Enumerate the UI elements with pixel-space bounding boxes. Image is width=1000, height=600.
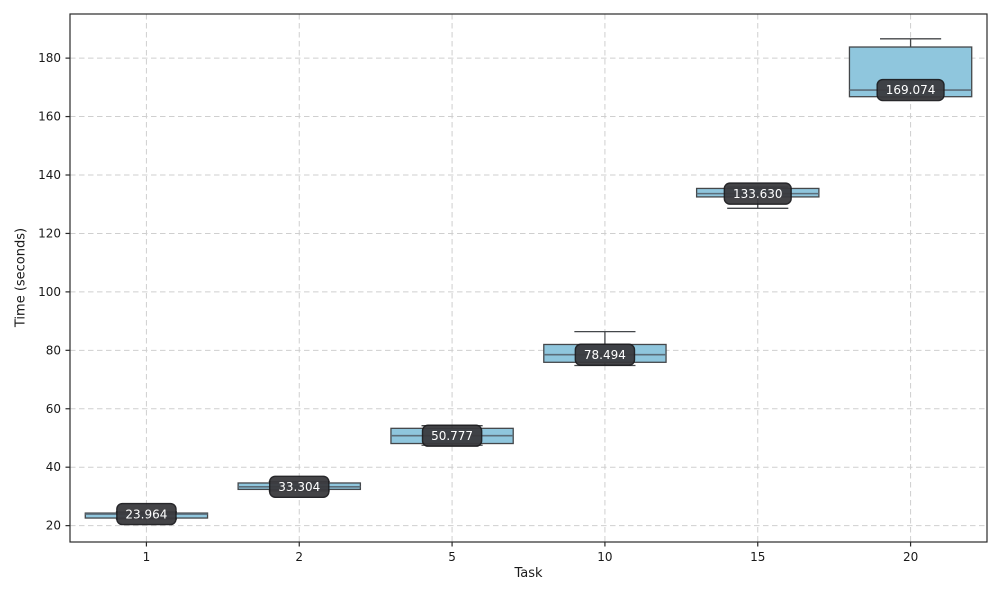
median-label: 133.630 xyxy=(733,187,783,201)
y-axis-label: Time (seconds) xyxy=(13,227,29,328)
x-tick-label: 15 xyxy=(750,550,765,564)
y-tick-label: 140 xyxy=(38,168,61,182)
y-tick-label: 120 xyxy=(38,226,61,240)
median-label-chip xyxy=(876,78,945,102)
median-label: 33.304 xyxy=(278,480,320,494)
plot-frame xyxy=(69,13,988,543)
x-tick-label: 10 xyxy=(597,550,612,564)
y-tick-label: 60 xyxy=(46,402,61,416)
median-label: 169.074 xyxy=(886,83,936,97)
median-label-chip xyxy=(116,502,177,526)
median-label: 78.494 xyxy=(584,348,626,362)
y-tick-label: 180 xyxy=(38,51,61,65)
x-tick-label: 5 xyxy=(448,550,456,564)
y-tick-label: 20 xyxy=(46,519,61,533)
y-tick-label: 100 xyxy=(38,285,61,299)
median-label-chip xyxy=(421,424,483,447)
x-axis-label: Task xyxy=(514,566,543,581)
y-tick-label: 40 xyxy=(46,460,61,474)
y-tick-label: 160 xyxy=(38,110,61,124)
x-tick-label: 20 xyxy=(903,550,918,564)
median-label-chip xyxy=(574,343,636,366)
y-tick-label: 80 xyxy=(46,343,61,357)
median-label: 50.777 xyxy=(431,429,473,443)
x-tick-label: 1 xyxy=(143,550,151,564)
median-label-chip xyxy=(723,182,792,205)
x-tick-label: 2 xyxy=(295,550,303,564)
median-label: 23.964 xyxy=(125,507,167,521)
median-label-chip xyxy=(268,475,330,498)
